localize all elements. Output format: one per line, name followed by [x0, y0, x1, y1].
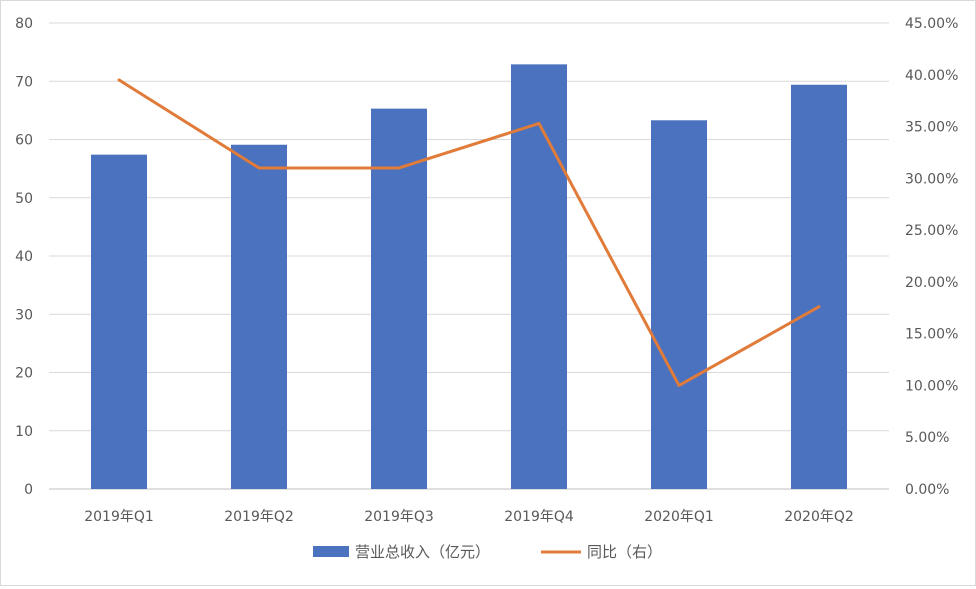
legend-label-line: 同比（右） — [587, 543, 662, 561]
gridlines — [49, 23, 889, 489]
bar-series — [91, 64, 847, 489]
left-tick-label: 50 — [15, 191, 33, 207]
right-tick-label: 20.00% — [905, 275, 958, 291]
left-tick-label: 40 — [15, 249, 33, 265]
bar — [651, 120, 707, 489]
x-tick-label: 2019年Q4 — [504, 509, 574, 525]
x-tick-label: 2020年Q2 — [784, 509, 854, 525]
x-tick-label: 2019年Q3 — [364, 509, 434, 525]
bar — [231, 145, 287, 489]
right-axis-ticks: 0.00% 5.00% 10.00% 15.00% 20.00% 25.00% 30.00%… — [905, 16, 958, 498]
right-tick-label: 0.00% — [905, 482, 949, 498]
left-tick-label: 0 — [24, 482, 33, 498]
legend-label-bar: 营业总收入（亿元） — [355, 543, 490, 561]
right-tick-label: 25.00% — [905, 223, 958, 239]
right-tick-label: 30.00% — [905, 171, 958, 187]
right-tick-label: 40.00% — [905, 68, 958, 84]
right-tick-label: 45.00% — [905, 16, 958, 32]
bar — [511, 64, 567, 489]
left-axis-ticks: 0 10 20 30 40 50 60 70 80 — [15, 16, 33, 498]
legend: 营业总收入（亿元） 同比（右） — [313, 543, 662, 561]
left-tick-label: 80 — [15, 16, 33, 32]
left-tick-label: 30 — [15, 307, 33, 323]
left-tick-label: 10 — [15, 424, 33, 440]
series-line — [119, 80, 819, 385]
right-tick-label: 35.00% — [905, 120, 958, 136]
line-series — [119, 80, 819, 386]
right-tick-label: 10.00% — [905, 378, 958, 394]
bar — [791, 85, 847, 489]
x-tick-label: 2019年Q1 — [84, 509, 154, 525]
left-tick-label: 20 — [15, 366, 33, 382]
right-tick-label: 5.00% — [905, 430, 949, 446]
x-tick-label: 2020年Q1 — [644, 509, 714, 525]
bar — [371, 109, 427, 489]
left-tick-label: 70 — [15, 74, 33, 90]
legend-swatch-bar — [313, 546, 349, 557]
right-tick-label: 15.00% — [905, 327, 958, 343]
x-axis-ticks: 2019年Q1 2019年Q2 2019年Q3 2019年Q4 2020年Q1 2020年… — [84, 509, 854, 525]
x-tick-label: 2019年Q2 — [224, 509, 294, 525]
left-tick-label: 60 — [15, 133, 33, 149]
bar — [91, 155, 147, 489]
